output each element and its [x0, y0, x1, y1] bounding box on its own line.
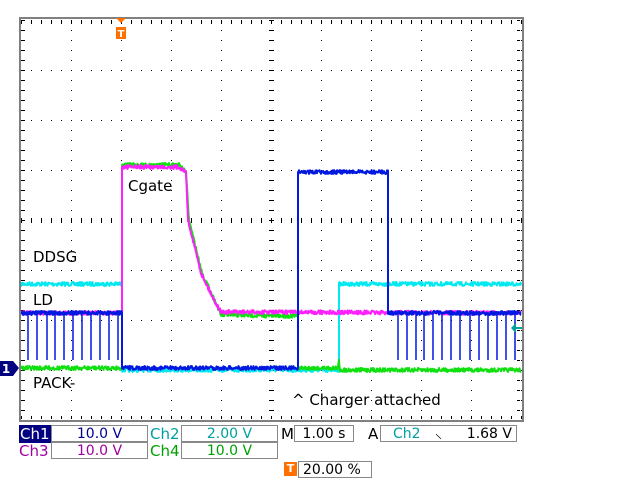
ch1-scale[interactable]: 10.0 V — [51, 425, 148, 442]
label-charger-attached: ^ Charger attached — [292, 391, 441, 409]
trigger-level: 1.68 V — [466, 426, 512, 442]
ch4-scale[interactable]: 10.0 V — [181, 442, 278, 459]
trigger-position-marker: T — [116, 18, 126, 40]
falling-edge-icon: ⸜ — [435, 426, 443, 442]
trigger-position-value[interactable]: 20.00 % — [298, 461, 372, 478]
label-pack-minus: PACK- — [33, 374, 76, 392]
waveforms — [20, 162, 522, 373]
ch3-scale[interactable]: 10.0 V — [51, 442, 148, 459]
ch1-label[interactable]: Ch1 — [19, 425, 51, 443]
ch1-ground-marker[interactable]: 1 — [0, 361, 19, 376]
trigger-level-arrow-icon[interactable] — [511, 323, 522, 333]
ch3-label[interactable]: Ch3 — [19, 442, 49, 460]
trigger-mode-label: A — [368, 425, 379, 443]
timebase-value[interactable]: 1.00 s — [294, 425, 354, 442]
label-ld: LD — [33, 291, 53, 309]
svg-text:1: 1 — [2, 362, 10, 376]
graticule — [21, 20, 522, 421]
trace-ch1-ld — [20, 169, 522, 371]
svg-text:T: T — [118, 29, 125, 40]
ch2-scale[interactable]: 2.00 V — [181, 425, 278, 442]
trace-ch4-pack- — [20, 162, 522, 373]
trigger-settings[interactable]: Ch2 ⸜ 1.68 V — [380, 425, 517, 442]
label-cgate: Cgate — [128, 177, 173, 195]
ch4-label[interactable]: Ch4 — [150, 442, 180, 460]
trace-ch2-ddsg — [20, 281, 522, 373]
trigger-source: Ch2 — [393, 426, 421, 442]
plot-frame — [19, 17, 524, 422]
grid-dots — [21, 20, 522, 421]
timebase-label: M — [281, 425, 294, 443]
label-ddsg: DDSG — [33, 248, 78, 266]
ch2-label[interactable]: Ch2 — [150, 425, 180, 443]
trigger-position-icon: T — [284, 462, 297, 476]
